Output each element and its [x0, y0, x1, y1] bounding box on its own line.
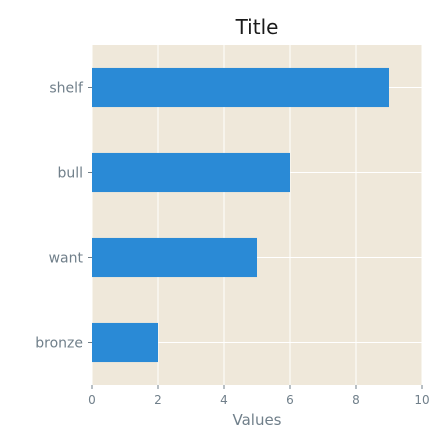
bar-shelf — [92, 67, 389, 108]
bar-want — [92, 237, 257, 278]
axis-ticks: 0 2 4 6 8 10 bronze want bull shelf — [35, 81, 429, 408]
x-tick-label: 2 — [154, 393, 162, 407]
x-tick-label: 4 — [220, 393, 228, 407]
bars — [92, 67, 389, 363]
y-tick-label: shelf — [49, 81, 84, 97]
x-tick-label: 6 — [286, 393, 294, 407]
y-tick-label: bronze — [35, 336, 83, 352]
x-axis-label: Values — [232, 411, 281, 429]
bar-bull — [92, 152, 290, 193]
y-tick-label: want — [49, 251, 84, 267]
chart-title: Title — [235, 15, 279, 39]
x-tick-label: 0 — [88, 393, 96, 407]
y-tick-label: bull — [57, 166, 83, 182]
bar-bronze — [92, 322, 158, 363]
x-tick-label: 10 — [414, 393, 429, 407]
x-tick-label: 8 — [352, 393, 360, 407]
